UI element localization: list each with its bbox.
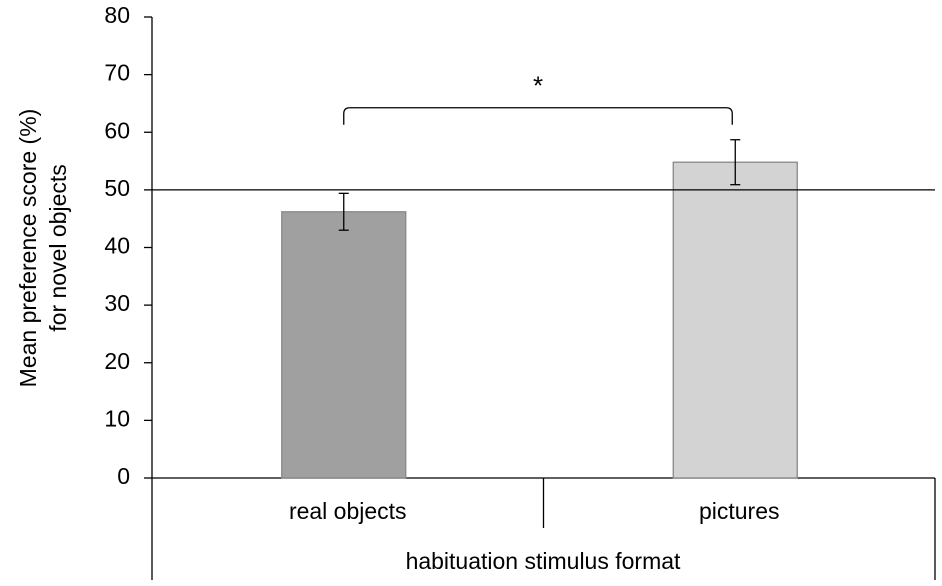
bar xyxy=(672,161,798,479)
significance-bracket xyxy=(343,107,733,125)
x-tick-label: pictures xyxy=(699,498,780,524)
y-tick-label: 50 xyxy=(104,175,130,201)
y-label: Mean preference score (%) for novel obje… xyxy=(15,109,71,388)
y-tick-label: 60 xyxy=(104,117,130,143)
bar xyxy=(281,211,407,479)
y-tick-label: 0 xyxy=(117,463,130,489)
y-tick-label: 20 xyxy=(104,348,130,374)
y-tick-label: 80 xyxy=(104,2,130,28)
y-tick-label: 10 xyxy=(104,405,130,431)
y-tick-label: 40 xyxy=(104,233,130,259)
significance-label: * xyxy=(533,71,543,101)
y-label-line: Mean preference score (%) xyxy=(15,109,41,388)
y-tick-label: 30 xyxy=(104,290,130,316)
y-tick-label: 70 xyxy=(104,60,130,86)
x-tick-label: real objects xyxy=(289,498,407,524)
y-label-line: for novel objects xyxy=(45,164,71,331)
x-label: habituation stimulus format xyxy=(406,548,681,574)
